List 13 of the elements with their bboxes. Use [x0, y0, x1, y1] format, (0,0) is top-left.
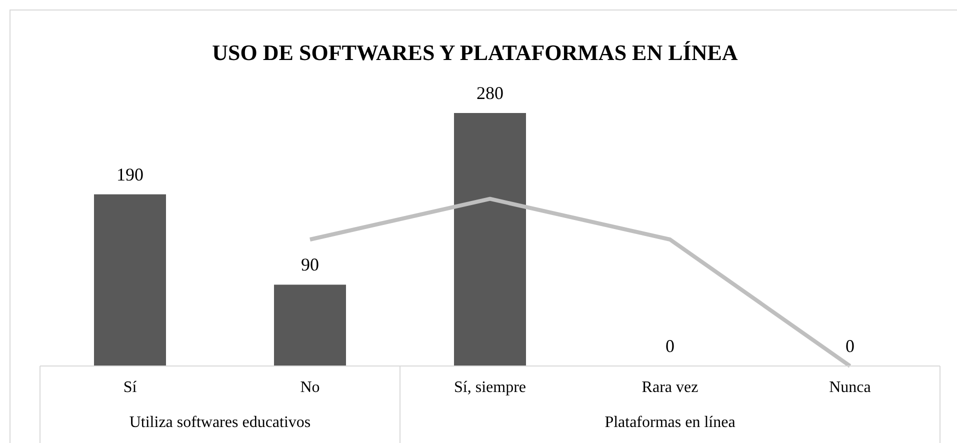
- text: Plataformas en línea: [604, 414, 736, 431]
- text: Utiliza softwares educativos: [129, 414, 311, 431]
- data-label: 90: [301, 254, 319, 275]
- data-label: 0: [666, 336, 674, 356]
- x-tick-label: Sí: [123, 379, 138, 396]
- x-tick-label: Sí, siempre: [454, 379, 526, 396]
- x-tick-label: Nunca: [829, 379, 871, 396]
- data-label: 190: [116, 164, 144, 184]
- x-tick-label: No: [300, 379, 320, 396]
- chart-title: USO DE SOFTWARES Y PLATAFORMAS EN LÍNEA: [212, 40, 738, 65]
- x-tick-label: Rara vez: [642, 379, 698, 396]
- data-label: 280: [476, 83, 504, 103]
- data-label: 0: [846, 336, 854, 356]
